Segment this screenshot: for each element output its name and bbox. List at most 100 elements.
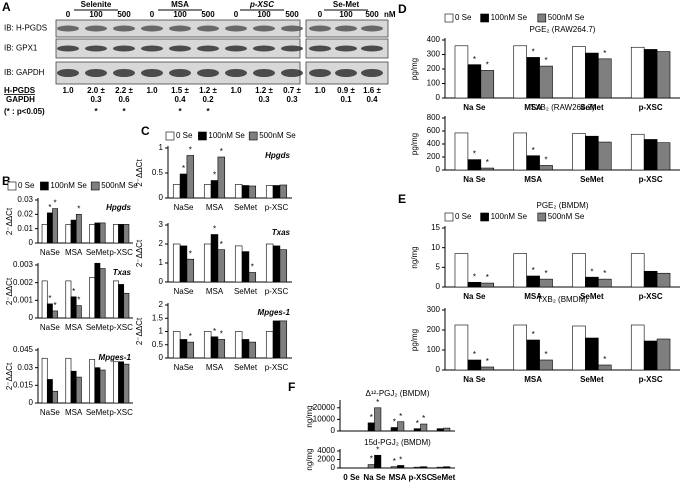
bar xyxy=(643,139,658,171)
bar xyxy=(179,173,188,199)
x-tick-label: SeMet xyxy=(580,103,604,112)
bar xyxy=(598,58,612,99)
x-tick-label: p-XSC xyxy=(265,363,289,372)
bar xyxy=(467,64,482,99)
ratio-label: GAPDH xyxy=(6,95,35,104)
blot-lane-label: 0 xyxy=(234,10,239,19)
blot-band xyxy=(141,69,163,77)
blot-lane-label: 0 xyxy=(66,10,71,19)
significance-star: * xyxy=(603,355,606,364)
significance-star: * xyxy=(213,171,216,180)
legend-swatch xyxy=(165,131,175,141)
bar xyxy=(265,331,274,359)
y-tick-label: 2000 xyxy=(317,455,335,464)
bar xyxy=(248,272,257,283)
chart-title: TXB₂ (BMDM) xyxy=(537,295,588,304)
bar xyxy=(186,258,195,283)
x-tick-label: SeMet xyxy=(234,287,258,296)
legend-swatch xyxy=(90,181,100,191)
bar xyxy=(203,331,212,359)
legend-swatch xyxy=(444,13,454,23)
y-tick-label: 800 xyxy=(427,113,441,122)
panel-label: B xyxy=(2,174,11,188)
bar xyxy=(467,359,482,371)
blot-band xyxy=(361,25,383,32)
significance-star: * xyxy=(486,158,489,167)
bar xyxy=(123,224,130,244)
bar xyxy=(265,185,274,199)
bar xyxy=(420,466,428,469)
blot-band xyxy=(85,25,107,32)
chart-title: PGE₂ (RAW264.7) xyxy=(530,25,596,34)
bar xyxy=(52,390,59,404)
bar xyxy=(118,224,125,244)
legend-label: 500nM Se xyxy=(548,13,585,22)
blot-band xyxy=(361,45,383,52)
x-tick-label: 0 Se xyxy=(343,473,360,482)
bar xyxy=(52,310,59,319)
blot-band xyxy=(85,45,107,52)
significance-star: * xyxy=(48,203,51,212)
bar xyxy=(436,428,444,432)
legend-swatch xyxy=(40,181,49,191)
significance-star: * xyxy=(220,147,223,156)
legend-swatch xyxy=(248,131,258,141)
bar xyxy=(241,185,250,199)
y-tick-label: 10000 xyxy=(313,415,336,424)
x-tick-label: SeMet xyxy=(432,473,456,482)
y-tick-label: 5 xyxy=(436,262,441,271)
y-tick-label: 1 xyxy=(159,143,164,152)
significance-star: * xyxy=(590,267,593,276)
y-axis-label: 2⁻ΔΔCt xyxy=(135,159,144,187)
bar xyxy=(598,141,612,171)
legend-swatch xyxy=(537,212,547,222)
blot-sd: 0.1 xyxy=(340,95,352,104)
bar xyxy=(539,65,553,99)
y-tick-label: 15 xyxy=(431,223,440,232)
blot-band xyxy=(57,45,79,52)
y-tick-label: 0.045 xyxy=(13,345,34,354)
y-axis-label: 2⁻ΔΔCt xyxy=(135,317,144,345)
y-tick-label: 0.02 xyxy=(17,209,33,218)
x-tick-label: SeMet xyxy=(234,203,258,212)
bar xyxy=(443,466,451,469)
x-tick-label: SeMet xyxy=(580,375,604,384)
bar xyxy=(480,70,495,99)
blot-lane-label: 0 xyxy=(318,10,323,19)
significance-star: * xyxy=(544,56,547,65)
y-tick-label: 0 xyxy=(159,277,164,286)
significance-star: * xyxy=(473,350,476,359)
bar xyxy=(585,337,599,371)
bar xyxy=(413,428,421,432)
y-tick-label: 0 xyxy=(436,165,441,174)
significance-star: * xyxy=(54,199,57,208)
x-tick-label: p-XSC xyxy=(639,103,663,112)
significance-star: * xyxy=(72,287,75,296)
x-tick-label: p-XSC xyxy=(109,323,133,332)
bar xyxy=(454,253,469,288)
bar xyxy=(413,466,421,469)
bar xyxy=(89,277,96,319)
y-tick-label: 300 xyxy=(427,50,441,59)
x-tick-label: NaSe xyxy=(40,248,61,257)
blot-band xyxy=(113,45,135,52)
y-tick-label: 0 xyxy=(331,426,336,435)
bar xyxy=(585,276,599,288)
bar xyxy=(279,249,288,283)
bar xyxy=(179,339,188,359)
x-tick-label: p-XSC xyxy=(109,408,133,417)
chart-title: 15d-PGJ₂ (BMDM) xyxy=(364,438,431,447)
y-tick-label: 1.5 xyxy=(152,313,164,322)
significance-star: * xyxy=(376,398,379,407)
bar xyxy=(241,339,250,359)
blot-ratio: 1.2 ± xyxy=(255,86,273,95)
blot-unit: nM xyxy=(384,10,396,19)
bar xyxy=(41,224,48,244)
y-tick-label: 400 xyxy=(427,35,441,44)
bar xyxy=(123,363,130,404)
significance-star: * xyxy=(220,330,223,339)
blot-group-label: MSA xyxy=(171,0,189,9)
bar xyxy=(99,268,106,319)
x-tick-label: p-XSC xyxy=(109,248,133,257)
blot-ratio: 2.2 ± xyxy=(115,86,133,95)
